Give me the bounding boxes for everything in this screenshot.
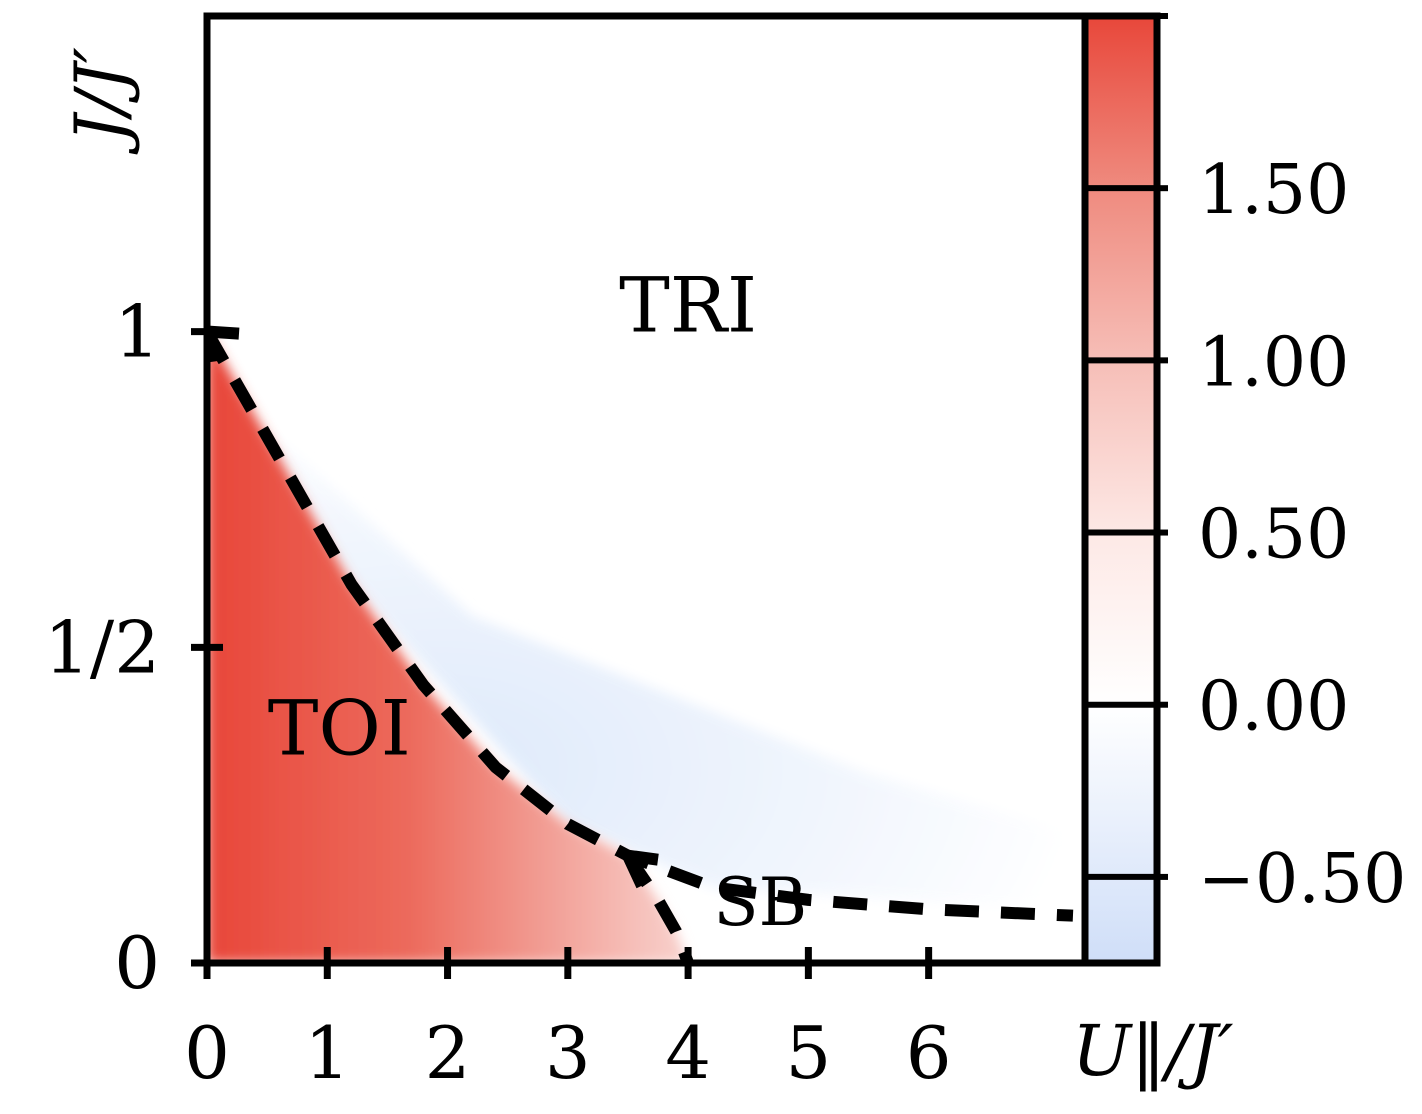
colorbar-tick-label-1: 1.00: [1198, 323, 1349, 402]
y-axis-label: J/J′: [60, 47, 142, 155]
y-tick-label-1: 1: [114, 290, 160, 374]
y-tick-label-0.5: 1/2: [44, 605, 160, 689]
y-axis-ticks: 0 1/2 1: [44, 290, 223, 1005]
phase-boundaries: [207, 325, 1074, 963]
x-tick-label-2: 2: [425, 1011, 471, 1095]
x-tick-label-4: 4: [665, 1011, 711, 1095]
y-tick-label-0: 0: [114, 921, 160, 1005]
region-label-toi: TOI: [268, 684, 411, 773]
heatmap-area: [207, 16, 1085, 963]
colorbar-tick-label-0: 0.00: [1198, 668, 1349, 747]
region-label-sb: SB: [713, 864, 807, 941]
region-labels: TRI TOI SB: [268, 261, 807, 941]
colorbar-boundaries: [1085, 185, 1157, 880]
x-tick-label-1: 1: [304, 1011, 350, 1095]
colorbar: −0.50 0.00 0.50 1.00 1.50: [1081, 12, 1406, 967]
tri-blue-halo: [231, 394, 1085, 913]
x-tick-label-0: 0: [184, 1011, 230, 1095]
colorbar-gradient-fill: [1085, 16, 1157, 963]
x-axis-label: U‖/J′: [1072, 1010, 1234, 1092]
region-label-tri: TRI: [619, 261, 757, 350]
colorbar-frame: [1081, 12, 1161, 967]
phase-boundary-1: [207, 328, 1074, 922]
colorbar-tick-label--0.5: −0.50: [1198, 840, 1406, 919]
x-tick-label-5: 5: [785, 1011, 831, 1095]
colorbar-tick-label-0.5: 0.50: [1198, 496, 1349, 575]
colorbar-tick-label-1.5: 1.50: [1198, 151, 1349, 230]
colorbar-ticks: −0.50 0.00 0.50 1.00 1.50: [1157, 13, 1406, 919]
toi-region-fill: [207, 331, 785, 963]
boundary-junction-arrowhead: [617, 848, 659, 889]
x-tick-label-3: 3: [545, 1011, 591, 1095]
x-tick-label-6: 6: [906, 1011, 952, 1095]
